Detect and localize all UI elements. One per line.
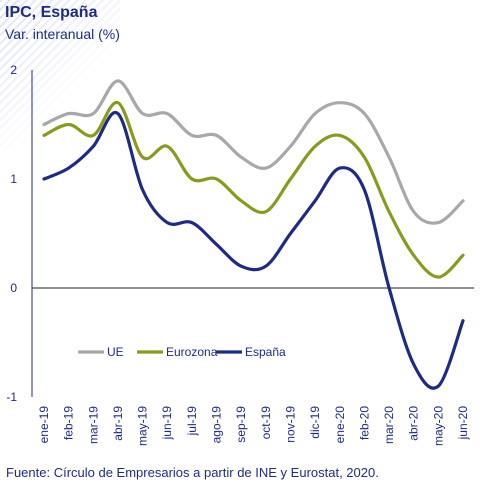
- x-tick-label: ene-19: [37, 406, 51, 444]
- x-tick-label: jun-19: [160, 406, 174, 441]
- legend-label-espana: España: [245, 345, 286, 359]
- x-tick-label: may-20: [431, 406, 445, 446]
- x-tick-label: mar-19: [86, 406, 100, 444]
- legend-label-ue: UE: [107, 345, 124, 359]
- chart-title: IPC, España: [5, 4, 98, 21]
- x-tick-label: nov-19: [283, 406, 297, 443]
- x-tick-label: oct-19: [259, 406, 273, 440]
- series-line-ue: [42, 79, 465, 225]
- x-tick-label: mar-20: [382, 406, 396, 444]
- x-tick-label: jul-19: [185, 406, 199, 437]
- chart-legend: UE Eurozona España: [78, 345, 286, 359]
- chart-subtitle: Var. interanual (%): [5, 26, 120, 42]
- series-line-espana: [42, 110, 465, 390]
- x-tick-label: may-19: [136, 406, 150, 446]
- series-line-eurozona: [42, 101, 465, 279]
- series-layer: [42, 79, 465, 390]
- x-tick-label: sep-19: [234, 406, 248, 443]
- source-note: Fuente: Círculo de Empresarios a partir …: [6, 465, 379, 480]
- y-tick-label: -1: [6, 390, 17, 404]
- x-tick-label: feb-20: [357, 406, 371, 440]
- y-tick-label: 1: [10, 172, 17, 186]
- x-tick-label: abr-19: [111, 406, 125, 441]
- chart-axes: -1 0 1 2 ene-19 feb-19 mar-19 abr-19 may-19 jun-1…: [6, 63, 474, 446]
- x-tick-label: abr-20: [407, 406, 421, 441]
- y-tick-label: 2: [10, 63, 17, 77]
- x-tick-label: ago-19: [210, 406, 224, 444]
- x-tick-label: ene-20: [333, 406, 347, 444]
- legend-label-eurozona: Eurozona: [166, 345, 218, 359]
- y-tick-label: 0: [10, 281, 17, 295]
- x-tick-label: dic-19: [308, 406, 322, 439]
- x-tick-label: jun-20: [456, 406, 470, 441]
- x-tick-label: feb-19: [62, 406, 76, 440]
